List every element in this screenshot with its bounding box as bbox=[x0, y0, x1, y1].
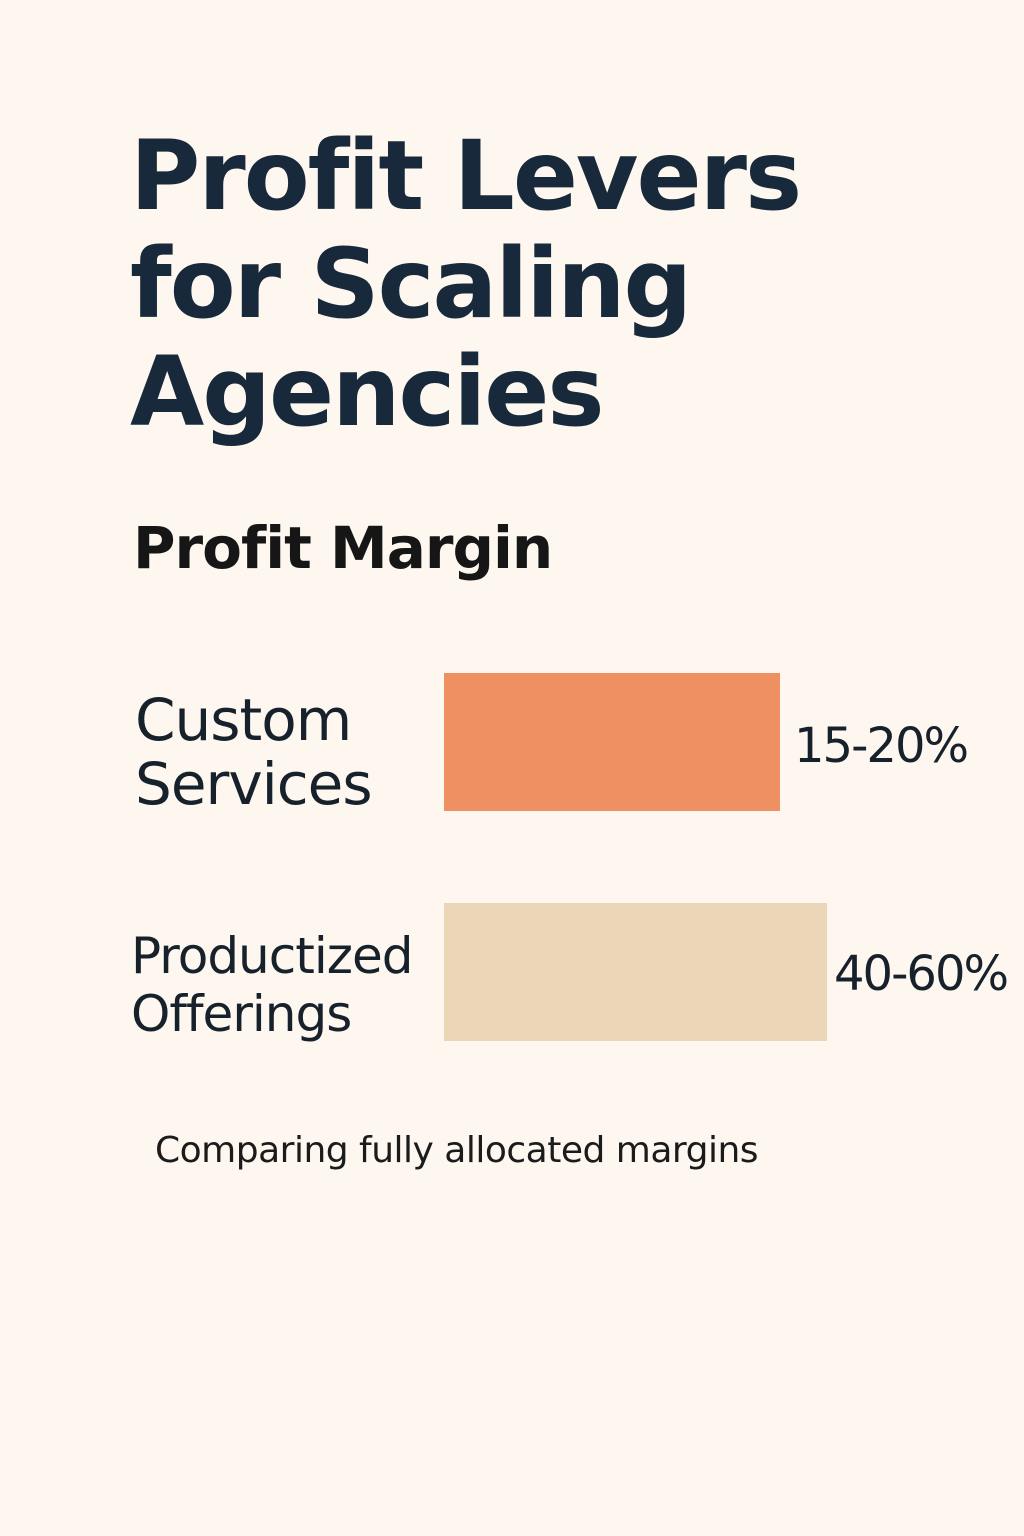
category-label-line: Offerings bbox=[131, 985, 352, 1043]
chart-title: Profit Margin bbox=[133, 514, 553, 582]
bar-productized-offerings bbox=[444, 903, 827, 1041]
value-label-productized-offerings: 40-60% bbox=[834, 946, 1009, 1002]
category-label-line: Services bbox=[135, 750, 373, 818]
bar-custom-services bbox=[444, 673, 780, 811]
chart-footnote: Comparing fully allocated margins bbox=[155, 1130, 759, 1171]
page-title: Profit Levers for Scaling Agencies bbox=[130, 122, 950, 446]
title-line: for Scaling bbox=[130, 228, 692, 340]
category-label-custom-services: Custom Services bbox=[135, 686, 373, 818]
value-label-custom-services: 15-20% bbox=[794, 718, 969, 774]
category-label-line: Productized bbox=[131, 927, 413, 985]
category-label-productized-offerings: Productized Offerings bbox=[131, 927, 413, 1043]
title-line: Agencies bbox=[130, 336, 605, 448]
category-label-line: Custom bbox=[135, 686, 352, 754]
title-line: Profit Levers bbox=[130, 120, 802, 232]
